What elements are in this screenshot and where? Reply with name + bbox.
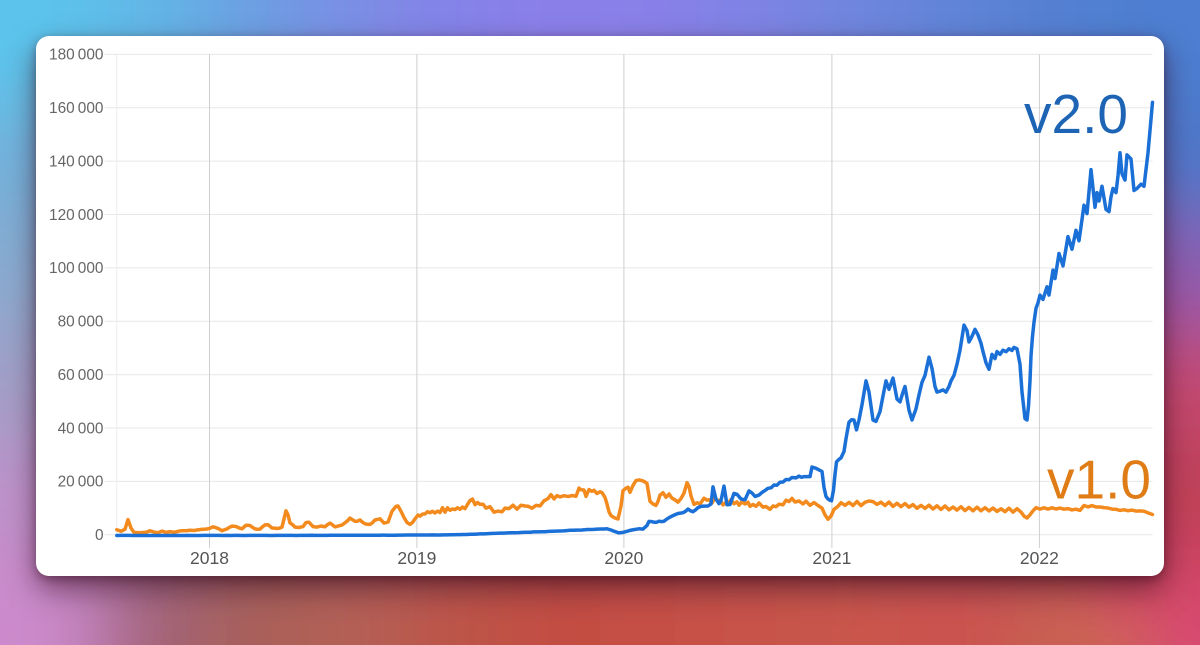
svg-text:60 000: 60 000 [58, 367, 104, 384]
svg-text:180 000: 180 000 [49, 47, 103, 64]
svg-text:2020: 2020 [604, 548, 643, 568]
svg-text:2021: 2021 [812, 548, 851, 568]
svg-text:2019: 2019 [397, 548, 436, 568]
svg-text:100 000: 100 000 [49, 260, 103, 277]
svg-text:160 000: 160 000 [49, 100, 103, 117]
svg-text:2018: 2018 [190, 548, 229, 568]
svg-text:2022: 2022 [1020, 548, 1059, 568]
svg-text:0: 0 [95, 527, 104, 544]
svg-text:20 000: 20 000 [58, 474, 104, 491]
svg-text:v1.0: v1.0 [1047, 449, 1151, 511]
svg-text:120 000: 120 000 [49, 207, 103, 224]
svg-text:v2.0: v2.0 [1024, 83, 1128, 145]
svg-text:140 000: 140 000 [49, 153, 103, 170]
svg-text:40 000: 40 000 [58, 420, 104, 437]
svg-text:80 000: 80 000 [58, 314, 104, 331]
